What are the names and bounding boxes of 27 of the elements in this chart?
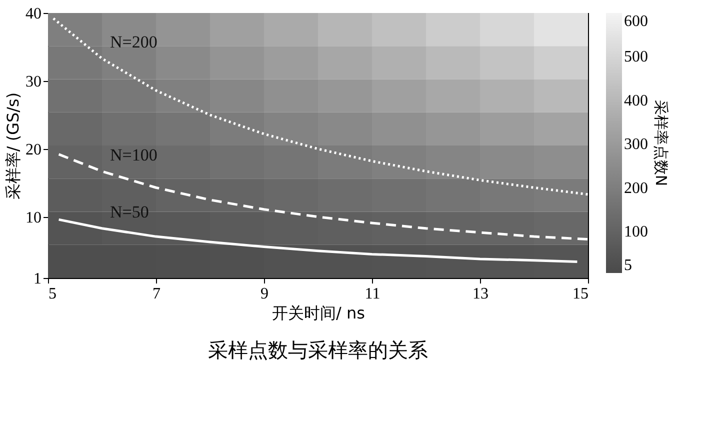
series-label: N=100 bbox=[110, 145, 158, 164]
series-label: N=200 bbox=[110, 32, 158, 52]
x-axis-title: 开关时间/ ns bbox=[272, 304, 365, 322]
y-tick-label: 30 bbox=[26, 73, 42, 90]
line-series bbox=[58, 218, 578, 263]
x-tick-label: 13 bbox=[472, 286, 488, 302]
x-tick-label: 7 bbox=[152, 286, 160, 302]
color-bar-label: 200 bbox=[624, 180, 648, 197]
x-tick-label: 9 bbox=[260, 286, 268, 302]
color-bar-label: 500 bbox=[624, 48, 648, 66]
series-label: N=50 bbox=[110, 202, 149, 222]
y-tick-label: 20 bbox=[26, 141, 42, 158]
y-tick-label: 40 bbox=[26, 6, 42, 22]
color-bar-label: 100 bbox=[624, 223, 648, 240]
y-tick-label: 10 bbox=[26, 209, 42, 226]
x-tick-label: 15 bbox=[572, 286, 588, 302]
x-tick-label: 11 bbox=[364, 286, 380, 302]
y-tick-label: 1 bbox=[34, 270, 42, 288]
color-bar-label: 600 bbox=[624, 13, 648, 30]
color-bar-label: 300 bbox=[624, 136, 648, 154]
text: 采样点数与采样率的关系 bbox=[208, 338, 428, 362]
line-series bbox=[52, 17, 590, 196]
x-tick-label: 5 bbox=[48, 286, 56, 302]
color-bar-title: 采样率点数N bbox=[652, 100, 670, 186]
color-bar-label: 5 bbox=[624, 257, 632, 274]
y-axis-title: 采样率/ (GS/s) bbox=[4, 92, 22, 200]
color-bar-label: 400 bbox=[624, 92, 648, 110]
